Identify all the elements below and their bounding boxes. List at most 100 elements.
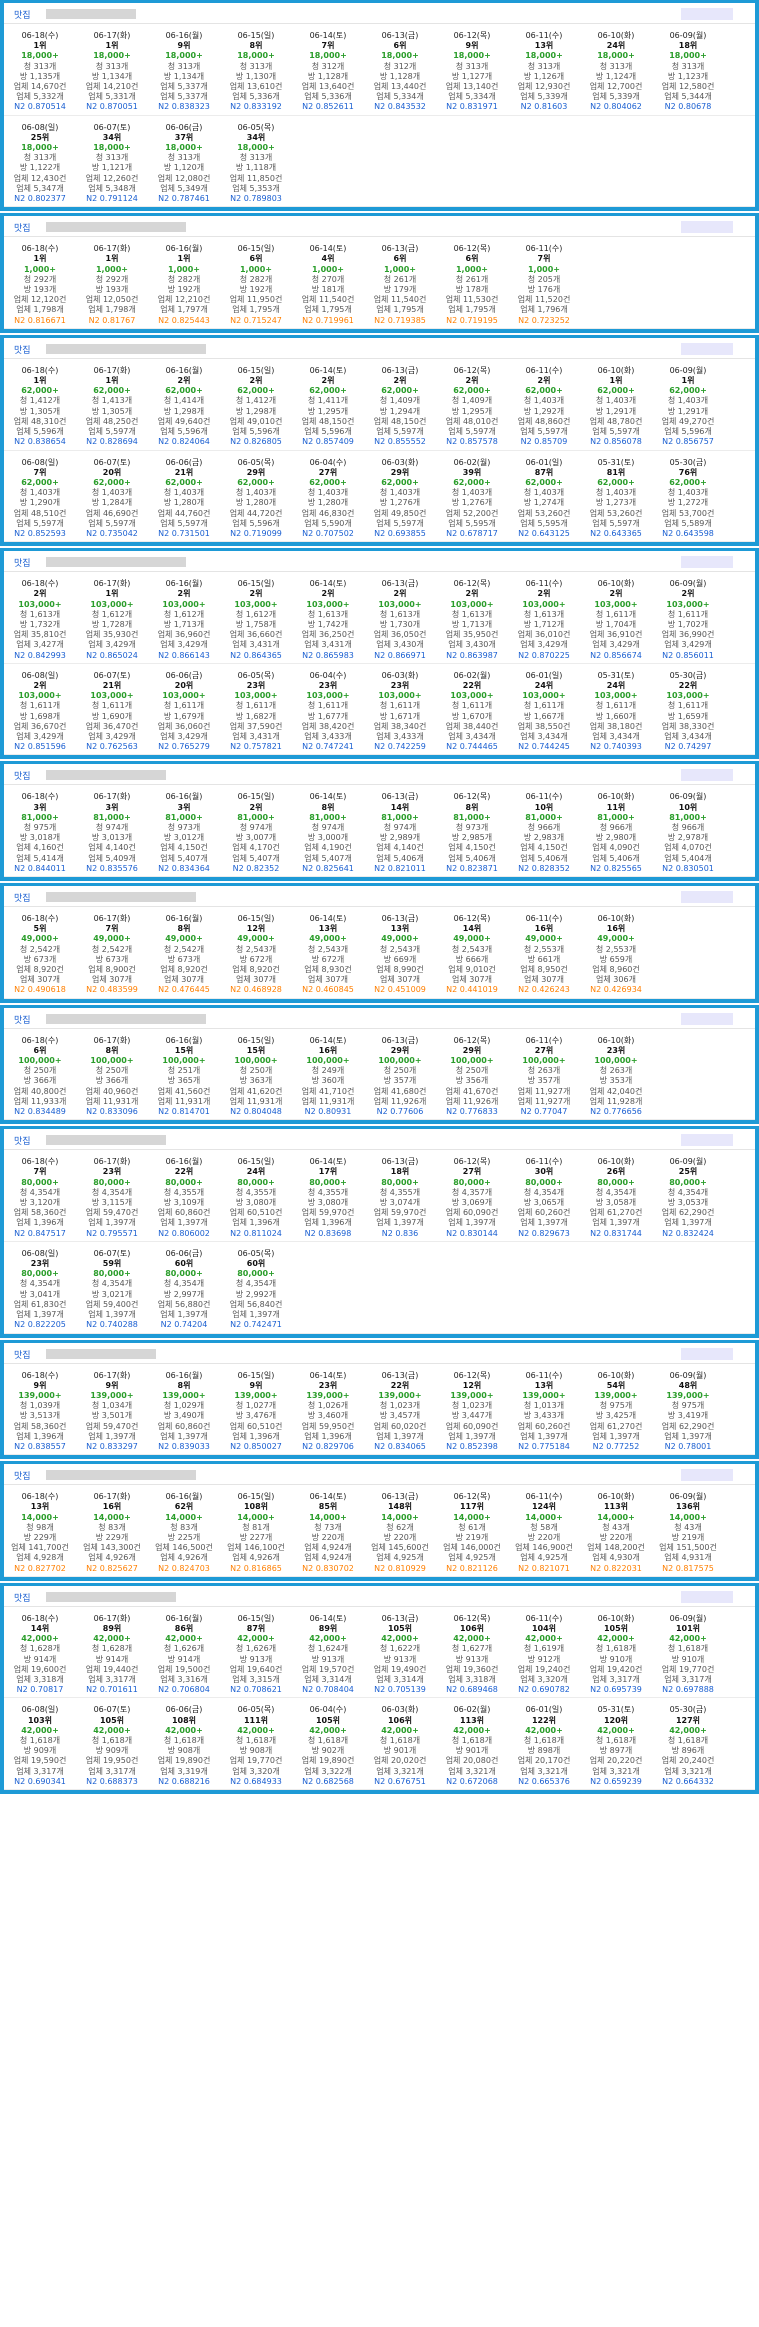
day-cell: 06-15(일) 2위 62,000+ 청 1,412개 방 1,298개 업체 49,0… [220,359,292,450]
cell-stat-2: 방 220개 [383,1532,417,1542]
panel-keyword-label[interactable]: 맛집 [14,1350,31,1361]
cell-stat-4: 업체 5,404개 [664,853,712,863]
cell-stat-2: 방 666개 [455,954,489,964]
cell-rank: 23위 [30,1259,50,1269]
day-cell: 06-05(목) 23위 103,000+ 청 1,611개 방 1,682개 업체 37… [220,664,292,755]
cell-score: N2 0.856078 [590,437,642,447]
redacted-tag [681,1347,733,1360]
day-cell: 06-09(월) 2위 103,000+ 청 1,611개 방 1,702개 업체 36,… [652,572,724,663]
cell-bid: 139,000+ [234,1390,278,1400]
cell-stat-4: 업체 3,317개 [16,1766,64,1776]
day-cell: 06-08(일) 25위 18,000+ 청 313개 방 1,122개 업체 12,43… [4,116,76,207]
cell-date: 06-11(수) [525,1035,563,1045]
cell-bid: 42,000+ [309,1634,347,1644]
panel-keyword-label[interactable]: 맛집 [14,224,31,235]
cell-date: 06-12(목) [453,1035,491,1045]
cell-rank: 136위 [675,1502,701,1512]
cell-stat-2: 방 908개 [239,1746,273,1756]
panel-keyword-label[interactable]: 맛집 [14,772,31,783]
panel-keyword-label[interactable]: 맛집 [14,1593,31,1604]
cell-stat-1: 청 4,354개 [595,1187,637,1197]
cell-score: N2 0.833297 [86,1441,138,1451]
cell-rank: 13위 [534,1380,554,1390]
cell-score: N2 0.684933 [230,1776,282,1786]
cell-stat-1: 청 1,403개 [19,488,61,498]
cell-stat-1: 청 1,611개 [19,701,61,711]
day-cell: 06-10(화) 24위 18,000+ 청 313개 방 1,124개 업체 12,70… [580,24,652,115]
cell-stat-3: 업체 40,800건 [13,1086,67,1096]
cell-date: 06-18(수) [21,1492,59,1502]
cell-score: N2 0.82352 [232,863,280,873]
cell-stat-4: 업체 1,798개 [88,305,136,315]
cell-date: 06-18(수) [21,1613,59,1623]
cell-stat-2: 방 181개 [311,285,345,295]
cell-stat-4: 업체 3,430개 [376,640,424,650]
cell-rank: 60위 [174,1259,194,1269]
cell-stat-1: 청 4,354개 [91,1187,133,1197]
cell-score: N2 0.831971 [446,102,498,112]
cell-date: 06-01(일) [525,1705,563,1715]
cell-bid: 103,000+ [666,599,710,609]
keyword-panel: 맛집 06-18(수) 13위 14,000+ 청 98개 방 229개 업체 141,70… [0,1461,759,1581]
cell-rank: 6위 [249,254,263,264]
cell-stat-2: 방 673개 [95,954,129,964]
panel-keyword-label[interactable]: 맛집 [14,1015,31,1026]
cell-date: 06-09(월) [669,365,707,375]
cell-stat-3: 업체 4,150건 [520,843,568,853]
day-cell: 06-11(수) 2위 103,000+ 청 1,613개 방 1,712개 업체 36,… [508,572,580,663]
cell-date: 06-10(화) [597,1492,635,1502]
panel-keyword-label[interactable]: 맛집 [14,1137,31,1148]
cell-date: 06-17(화) [93,365,131,375]
cell-bid: 103,000+ [306,691,350,701]
cell-bid: 1,000+ [167,264,200,274]
cell-bid: 81,000+ [381,812,419,822]
day-cell: 06-01(일) 87위 62,000+ 청 1,403개 방 1,274개 업체 53,… [508,451,580,542]
cell-stat-2: 방 3,419개 [667,1411,709,1421]
panel-keyword-label[interactable]: 맛집 [14,1472,31,1483]
cell-bid: 80,000+ [597,1177,635,1187]
cell-stat-3: 업체 53,260건 [517,508,571,518]
cell-bid: 14,000+ [165,1512,203,1522]
cell-date: 05-31(토) [597,457,635,467]
cell-rank: 11위 [606,802,626,812]
panel-keyword-label[interactable]: 맛집 [14,11,31,21]
cell-stat-4: 업체 3,429개 [592,640,640,650]
cell-date: 06-14(토) [309,1157,347,1167]
cell-score: N2 0.838557 [14,1441,66,1451]
cell-bid: 103,000+ [234,599,278,609]
cell-stat-3: 업체 19,590건 [13,1756,67,1766]
panel-header: 맛집 [4,338,755,359]
panel-keyword-label[interactable]: 맛집 [14,894,31,904]
redacted-keyword [46,222,186,233]
panel-keyword-label[interactable]: 맛집 [14,559,31,570]
cell-stat-3: 업체 12,080건 [157,173,211,183]
cell-stat-3: 업체 20,020건 [373,1756,427,1766]
cell-score: N2 0.707502 [302,528,354,538]
cell-stat-1: 청 1,613개 [307,609,349,619]
cell-rank: 22위 [390,1380,410,1390]
cell-bid: 62,000+ [453,477,491,487]
cell-stat-3: 업체 58,360건 [13,1421,67,1431]
cell-stat-3: 업체 19,770건 [661,1664,715,1674]
cell-stat-3: 업체 14,670건 [13,82,67,92]
cell-stat-1: 청 973개 [167,822,201,832]
cell-date: 06-06(금) [165,122,203,132]
cell-stat-2: 방 192개 [239,285,273,295]
cell-date: 06-08(일) [21,670,59,680]
day-cell: 06-10(화) 26위 80,000+ 청 4,354개 방 3,058개 업체 61,… [580,1150,652,1241]
cell-rank: 1위 [105,254,119,264]
cell-stat-3: 업체 146,000건 [443,1543,501,1553]
cell-rank: 1위 [33,376,47,386]
cell-rank: 24위 [606,41,626,51]
cell-stat-4: 업체 5,347개 [16,183,64,193]
cell-score: N2 0.842993 [14,650,66,660]
cell-bid: 42,000+ [165,1634,203,1644]
cell-bid: 81,000+ [21,812,59,822]
cell-bid: 103,000+ [522,691,566,701]
day-cell: 06-06(금) 20위 103,000+ 청 1,611개 방 1,679개 업체 36… [148,664,220,755]
cell-stat-3: 업체 8,950건 [520,965,568,975]
cell-score: N2 0.757821 [230,742,282,752]
cell-rank: 2위 [177,589,191,599]
cell-score: N2 0.715247 [230,315,282,325]
panel-keyword-label[interactable]: 맛집 [14,345,31,356]
